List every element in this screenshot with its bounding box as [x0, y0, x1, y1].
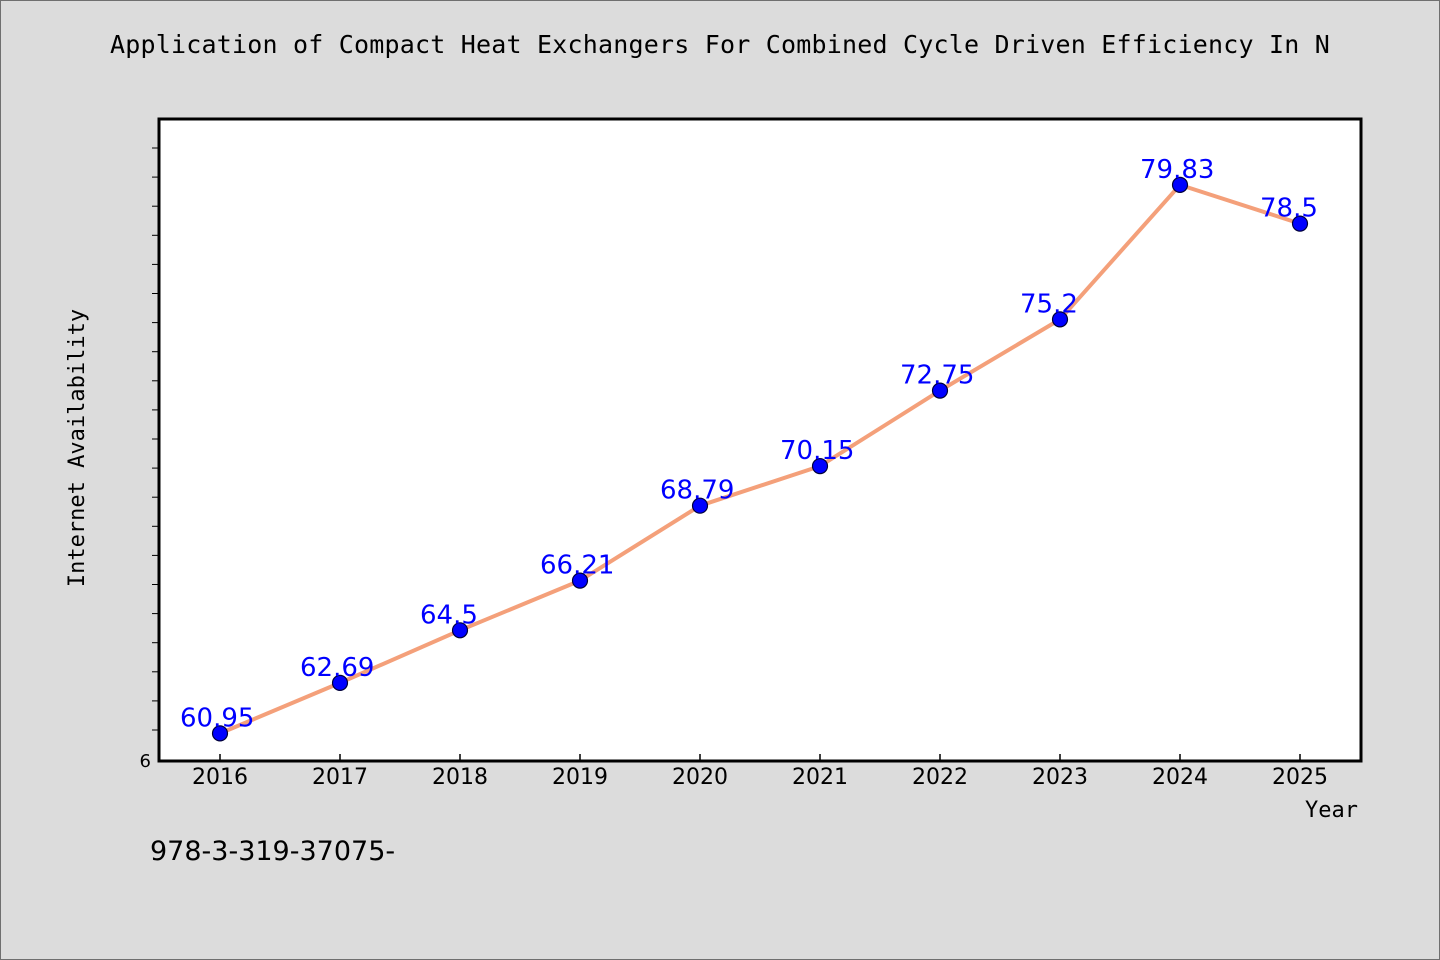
- x-tick-label: 2016: [192, 765, 248, 790]
- data-label: 62.69: [300, 653, 374, 683]
- data-label: 70.15: [780, 436, 854, 466]
- data-point-marker: [451, 622, 469, 639]
- plot-area: [157, 117, 1363, 763]
- x-tick-label: 2025: [1272, 765, 1328, 790]
- x-tick-label: 2021: [792, 765, 848, 790]
- x-tick-label: 2020: [672, 765, 728, 790]
- y-tick-label: 6: [140, 751, 151, 772]
- data-point-marker: [811, 458, 829, 475]
- x-axis-label: Year: [1305, 798, 1358, 823]
- x-tick-label: 2018: [432, 765, 488, 790]
- x-tick-label: 2024: [1152, 765, 1208, 790]
- data-label: 78.5: [1260, 194, 1318, 224]
- series-line: [219, 182, 1301, 736]
- series-group: 60.95 62.69 64.5 66.21 68.79 70.15 72.75 75.2 79…: [180, 155, 1318, 742]
- data-point-marker: [571, 572, 589, 589]
- data-point-marker: [211, 725, 229, 742]
- data-label: 75.2: [1020, 289, 1078, 319]
- x-tick-label: 2023: [1032, 765, 1088, 790]
- data-label: 60.95: [180, 703, 254, 733]
- data-point-marker: [1171, 176, 1189, 193]
- footer-isbn-text: 978-3-319-37075-: [150, 836, 396, 867]
- x-tick-label: 2019: [552, 765, 608, 790]
- data-point-marker: [1051, 311, 1069, 328]
- y-axis-ticks: 6: [140, 147, 159, 772]
- data-point-marker: [331, 674, 349, 692]
- data-point-marker: [931, 382, 949, 399]
- data-label: 64.5: [420, 600, 478, 630]
- data-point-marker: [691, 497, 709, 514]
- chart-title: Application of Compact Heat Exchangers F…: [109, 30, 1331, 59]
- data-label: 79.83: [1140, 155, 1214, 185]
- y-axis-label: Internet Availability: [65, 309, 90, 587]
- data-label: 68.79: [660, 476, 734, 506]
- x-tick-label: 2017: [312, 765, 368, 790]
- data-label: 66.21: [540, 551, 614, 581]
- data-point-marker: [1291, 215, 1309, 232]
- x-axis-ticks: 2016 2017 2018 2019 2020 2021 2022 2023 2024 2025: [192, 754, 1328, 790]
- data-label: 72.75: [900, 361, 974, 391]
- x-tick-label: 2022: [912, 765, 968, 790]
